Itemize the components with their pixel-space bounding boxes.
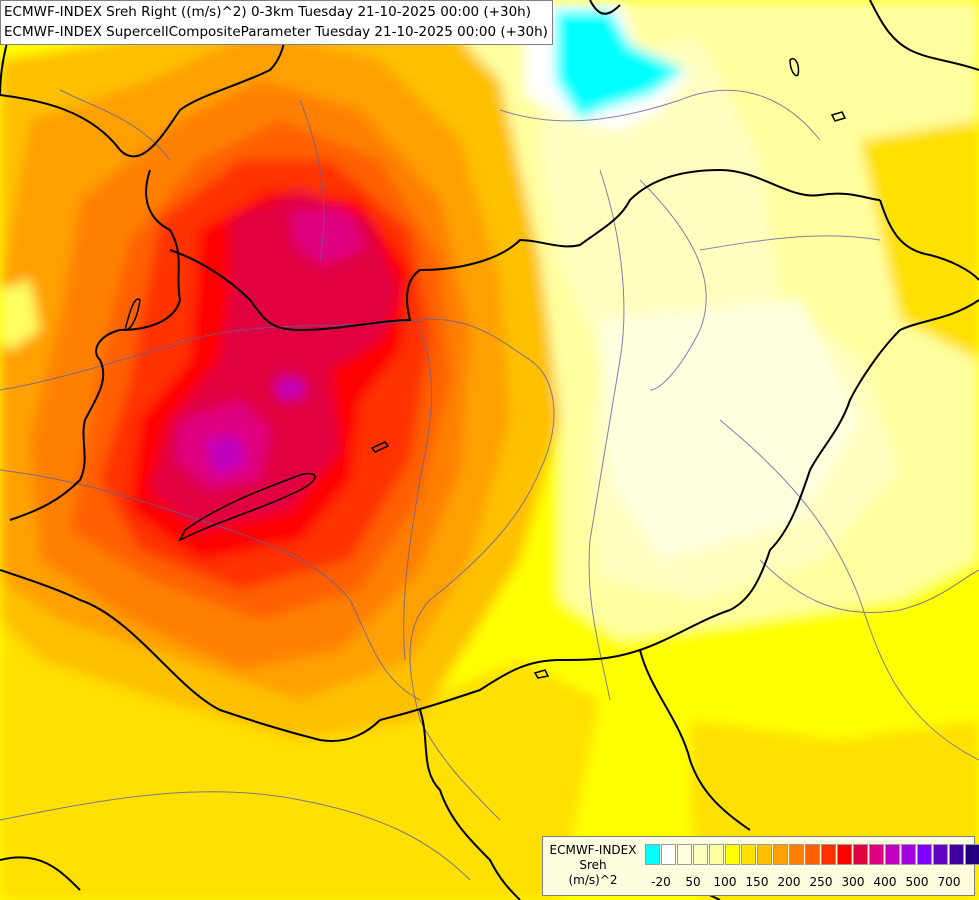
legend-swatch bbox=[725, 844, 740, 865]
legend-tick-label: 400 bbox=[873, 875, 897, 889]
legend-title: ECMWF-INDEX Sreh (m/s)^2 bbox=[543, 843, 643, 888]
rivers bbox=[0, 89, 979, 881]
header-line-scp: ECMWF-INDEX SupercellCompositeParameter … bbox=[4, 24, 548, 40]
legend-swatch bbox=[869, 844, 884, 865]
legend-swatch bbox=[693, 844, 708, 865]
legend-swatch bbox=[885, 844, 900, 865]
legend-title-unit: (m/s)^2 bbox=[568, 873, 618, 887]
legend-tick-label: 100 bbox=[713, 875, 737, 889]
legend-swatch bbox=[949, 844, 964, 865]
legend-swatch bbox=[901, 844, 916, 865]
legend-swatch bbox=[645, 844, 660, 865]
legend-title-source: ECMWF-INDEX bbox=[549, 843, 637, 857]
legend-tick-label: -20 bbox=[651, 875, 671, 889]
map-header: ECMWF-INDEX Sreh Right ((m/s)^2) 0-3km T… bbox=[0, 0, 553, 45]
legend-swatch bbox=[965, 844, 979, 865]
legend-swatch bbox=[837, 844, 852, 865]
legend-tick-label: 250 bbox=[809, 875, 833, 889]
header-line-sreh: ECMWF-INDEX Sreh Right ((m/s)^2) 0-3km T… bbox=[4, 4, 531, 20]
legend-swatch bbox=[821, 844, 836, 865]
lakes bbox=[124, 58, 847, 679]
legend-tick-label: 200 bbox=[777, 875, 801, 889]
legend-tick-label: 300 bbox=[841, 875, 865, 889]
legend-tick-label: 50 bbox=[685, 875, 701, 889]
legend-ticks: -20 50 100 150 200 250 300 400 500 700 bbox=[645, 875, 975, 891]
legend-title-variable: Sreh bbox=[579, 858, 607, 872]
legend-swatch bbox=[917, 844, 932, 865]
legend-swatch bbox=[853, 844, 868, 865]
legend-swatch bbox=[661, 844, 676, 865]
legend-swatches bbox=[645, 844, 979, 865]
legend-tick-label: 500 bbox=[905, 875, 929, 889]
legend-swatch bbox=[789, 844, 804, 865]
legend-swatch bbox=[773, 844, 788, 865]
legend-tick-label: 700 bbox=[937, 875, 961, 889]
legend-tick-label: 150 bbox=[745, 875, 769, 889]
legend-swatch bbox=[741, 844, 756, 865]
legend-swatch bbox=[933, 844, 948, 865]
legend: ECMWF-INDEX Sreh (m/s)^2 -20 50 100 150 200 2… bbox=[542, 836, 979, 896]
legend-swatch bbox=[805, 844, 820, 865]
legend-swatch bbox=[757, 844, 772, 865]
legend-swatch bbox=[677, 844, 692, 865]
legend-swatch bbox=[709, 844, 724, 865]
